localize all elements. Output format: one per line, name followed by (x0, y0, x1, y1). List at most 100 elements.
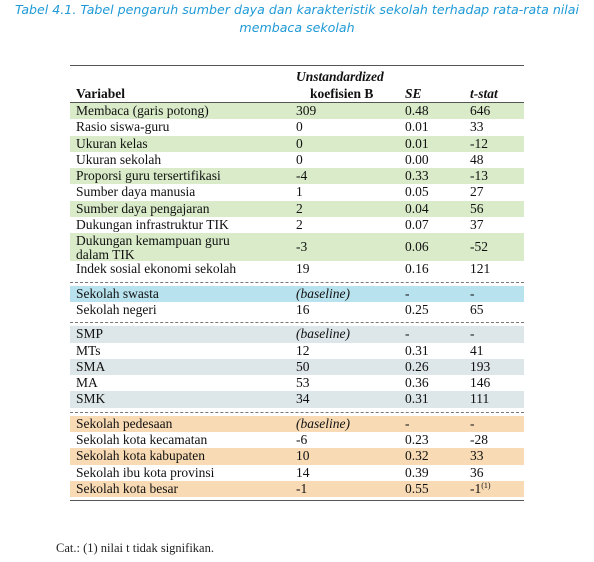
cell-variabel: Dukungan infrastruktur TIK (76, 217, 229, 233)
cell-variabel: Ukuran sekolah (76, 151, 162, 167)
table-row: Sumber daya pengajaran 2 0.04 56 (70, 200, 524, 218)
cell-variabel: Sekolah pedesaan (76, 415, 173, 431)
cell-koefisien: 34 (296, 391, 310, 407)
cell-se: 0.32 (405, 448, 429, 464)
cell-koefisien: 19 (296, 261, 310, 277)
cell-koefisien: 14 (296, 464, 310, 480)
cell-se: 0.39 (405, 464, 429, 480)
table-row: Ukuran sekolah 0 0.00 48 (70, 152, 524, 168)
cell-se: 0.01 (405, 119, 429, 135)
table-top-rule (70, 65, 524, 66)
cell-koefisien: 0 (296, 135, 303, 151)
cell-se: 0.06 (405, 239, 429, 255)
cell-se: 0.26 (405, 358, 429, 374)
caption-line-1: Tabel 4.1. Tabel pengaruh sumber daya da… (14, 2, 580, 17)
cell-variabel: SMK (76, 391, 106, 407)
cell-se: 0.33 (405, 168, 429, 184)
cell-koefisien: 0 (296, 119, 303, 135)
table-row: Sekolah ibu kota provinsi 14 0.39 36 (70, 465, 524, 481)
cell-se: 0.05 (405, 184, 429, 200)
table-row: Rasio siswa-guru 0 0.01 33 (70, 119, 524, 135)
cell-variabel: Sumber daya manusia (76, 184, 196, 200)
header-coef-line2: koefisien B (310, 86, 374, 101)
cell-t-stat: 41 (470, 342, 484, 358)
cell-koefisien: 309 (296, 103, 317, 118)
cell-koefisien: (baseline) (296, 285, 350, 301)
cell-t-stat: 33 (470, 448, 484, 464)
table-row: Dukungan kemampuan guru dalam TIK -3 0.06 -… (70, 233, 524, 262)
table-row: Sekolah negeri 16 0.25 65 (70, 302, 524, 318)
cell-variabel: Indek sosial ekonomi sekolah (76, 261, 237, 277)
cell-t-value: -1 (470, 480, 482, 496)
table-row: Sekolah kota kecamatan -6 0.23 -28 (70, 432, 524, 448)
table-row: MA 53 0.36 146 (70, 375, 524, 391)
row-group: Sekolah swasta (baseline) - - Sekolah negeri… (70, 285, 524, 319)
cell-se: 0.01 (405, 135, 429, 151)
cell-koefisien: -6 (296, 432, 308, 448)
cell-t-stat: 146 (470, 375, 491, 391)
cell-variabel: SMP (76, 326, 104, 342)
caption-line-2: membaca sekolah (239, 20, 355, 35)
cell-se: 0.31 (405, 391, 429, 407)
group-separator (70, 322, 524, 324)
cell-t-stat: 65 (470, 301, 484, 317)
cell-t-stat: - (470, 285, 475, 301)
cell-se: 0.36 (405, 375, 429, 391)
table-row: SMP (baseline) - - (70, 326, 524, 343)
cell-t-stat: 56 (470, 200, 484, 216)
cell-koefisien: 12 (296, 342, 310, 358)
cell-koefisien: -4 (296, 168, 308, 184)
cell-variabel: Sekolah kota kecamatan (76, 432, 208, 448)
table-header: Variabel Unstandardized koefisien B SE t… (70, 66, 524, 103)
cell-variabel: SMA (76, 358, 106, 374)
cell-koefisien: 0 (296, 151, 303, 167)
table-row: Ukuran kelas 0 0.01 -12 (70, 135, 524, 152)
cell-se: 0.25 (405, 301, 429, 317)
cell-t-stat: - (470, 326, 475, 342)
cell-koefisien: 2 (296, 200, 303, 216)
cell-t-stat: 33 (470, 119, 484, 135)
table-row: Sumber daya manusia 1 0.05 27 (70, 184, 524, 200)
cell-variabel: Ukuran kelas (76, 135, 148, 151)
regression-table: Variabel Unstandardized koefisien B SE t… (70, 65, 524, 502)
cell-t-stat: -28 (470, 432, 488, 448)
cell-koefisien: (baseline) (296, 415, 350, 431)
cell-koefisien: -3 (296, 239, 308, 255)
table-row: MTs 12 0.31 41 (70, 343, 524, 359)
cell-t-stat: 193 (470, 358, 491, 374)
cell-koefisien: 1 (296, 184, 303, 200)
cell-koefisien: -1 (296, 480, 308, 496)
cell-variabel: Sekolah kota besar (76, 480, 178, 496)
cell-koefisien: 10 (296, 448, 310, 464)
cell-variabel: Sekolah negeri (76, 301, 157, 317)
header-variabel: Variabel (76, 86, 126, 101)
group-separator (70, 281, 524, 283)
table-row: Sekolah kota besar -1 0.55 -1(1) (70, 480, 524, 498)
cell-se: 0.00 (405, 151, 429, 167)
header-t-stat: t-stat (470, 86, 498, 101)
cell-t-stat: 36 (470, 464, 484, 480)
table-caption: Tabel 4.1. Tabel pengaruh sumber daya da… (0, 1, 594, 37)
cell-t-stat: 48 (470, 151, 484, 167)
cell-variabel: Sekolah ibu kota provinsi (76, 464, 215, 480)
cell-se: - (405, 285, 410, 301)
cell-se: 0.07 (405, 217, 429, 233)
table-row: SMK 34 0.31 111 (70, 391, 524, 408)
cell-koefisien: 53 (296, 375, 310, 391)
cell-variabel: Sekolah swasta (76, 285, 159, 301)
cell-t-stat: - (470, 415, 475, 431)
table-row: Membaca (garis potong) 309 0.48 646 (70, 103, 524, 120)
cell-t-stat: 646 (470, 103, 491, 118)
cell-variabel: MA (76, 375, 98, 391)
cell-t-stat: 37 (470, 217, 484, 233)
cell-t-stat: -52 (470, 239, 488, 255)
cell-koefisien: 2 (296, 217, 303, 233)
table-body: Membaca (garis potong) 309 0.48 646 Rasio si… (70, 103, 524, 498)
cell-variabel: Proporsi guru tersertifikasi (76, 168, 221, 184)
cell-variabel: MTs (76, 342, 101, 358)
header-se: SE (405, 86, 422, 101)
table-row: Sekolah kota kabupaten 10 0.32 33 (70, 448, 524, 465)
cell-se: 0.23 (405, 432, 429, 448)
cell-koefisien: (baseline) (296, 326, 350, 342)
table-row: Indek sosial ekonomi sekolah 19 0.16 121 (70, 261, 524, 277)
